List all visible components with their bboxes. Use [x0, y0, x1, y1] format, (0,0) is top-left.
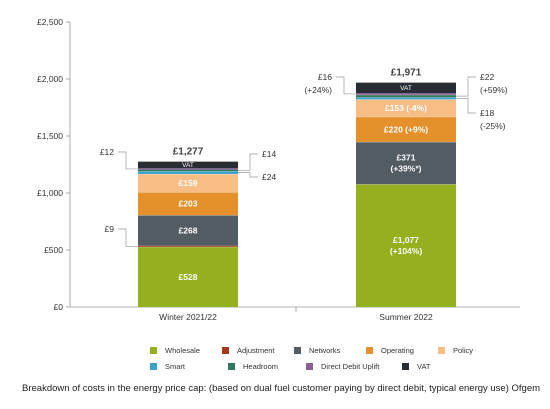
bar-segment-headroom [138, 169, 238, 172]
stacked-bar-chart: £0 £500 £1,000 £1,500 £2,000 £2,500 Winter 202… [37, 17, 520, 322]
legend-item-smart: Smart [150, 362, 228, 371]
callout-label: (+24%) [304, 85, 332, 95]
segment-value-label: (+39%*) [391, 164, 422, 174]
legend-label: Adjustment [237, 345, 275, 355]
bar-segment-wholesale [138, 246, 238, 307]
bar-segment-operating [138, 192, 238, 216]
legend-label: Smart [165, 361, 186, 371]
callout-label: £18 [480, 108, 494, 118]
bar-segment-vat [356, 82, 456, 94]
y-tick-label: £2,000 [37, 74, 63, 84]
callout-connector [456, 98, 476, 114]
legend-swatch [366, 346, 373, 354]
bar-segment-direct-debit-uplift [138, 168, 238, 170]
bar-segment-networks [138, 215, 238, 246]
legend-label: Policy [453, 345, 474, 355]
bar-segment-operating [356, 116, 456, 142]
legend-item-wholesale: Wholesale [150, 346, 222, 355]
legend-swatch [294, 346, 301, 354]
legend-label: Wholesale [165, 345, 201, 355]
legend-item-adjustment: Adjustment [222, 346, 294, 355]
callout-label: £12 [100, 147, 114, 157]
chart-legend: Wholesale Adjustment Networks Operating … [150, 342, 510, 374]
callout-label: £22 [480, 72, 494, 82]
x-tick-label: Summer 2022 [379, 312, 433, 322]
bar-total-label: £1,971 [391, 67, 422, 78]
callout-label: £14 [262, 149, 276, 159]
y-tick-label: £1,500 [37, 131, 63, 141]
bar-segment-adjustment [138, 245, 238, 247]
legend-label: VAT [417, 361, 431, 371]
legend-swatch [222, 346, 229, 354]
bar-segment-wholesale [356, 184, 456, 307]
legend-row-2: Smart Headroom Direct Debit Uplift VAT [150, 358, 510, 374]
segment-value-label: VAT [182, 162, 194, 169]
callout-connector [118, 151, 138, 170]
bar-segment-smart [356, 97, 456, 100]
bar-segment-headroom [356, 94, 456, 98]
legend-swatch [150, 346, 157, 354]
callout-connector [118, 228, 138, 247]
bar-segment-vat [138, 161, 238, 169]
callout-label: £24 [262, 172, 276, 182]
segment-value-label: £203 [179, 199, 198, 209]
legend-item-direct-debit-uplift: Direct Debit Uplift [306, 362, 402, 371]
callout-label: £16 [318, 72, 332, 82]
segment-value-label: £153 (-4%) [385, 103, 427, 113]
legend-item-networks: Networks [294, 346, 366, 355]
bar-segment-policy [356, 99, 456, 117]
legend-label: Direct Debit Uplift [321, 361, 380, 371]
legend-item-policy: Policy [438, 346, 510, 355]
segment-value-label: £528 [179, 272, 198, 282]
legend-swatch [228, 362, 235, 370]
callout-connector [238, 172, 258, 178]
y-tick-label: £500 [44, 245, 63, 255]
bar-segment-smart [138, 171, 238, 174]
figure-caption: Breakdown of costs in the energy price c… [22, 383, 541, 394]
x-tick-label: Winter 2021/22 [159, 312, 217, 322]
segment-value-label: (+104%) [390, 246, 423, 256]
bar-segment-policy [138, 173, 238, 193]
segment-value-label: £159 [179, 178, 198, 188]
legend-swatch [150, 362, 157, 370]
legend-label: Operating [381, 345, 414, 355]
bar-total-label: £1,277 [173, 146, 204, 157]
legend-swatch [438, 346, 445, 354]
legend-label: Headroom [243, 361, 279, 371]
legend-item-vat: VAT [402, 362, 480, 371]
y-tick-label: £0 [54, 302, 64, 312]
segment-value-label: £1,077 [393, 235, 419, 245]
segment-value-label: £371 [397, 153, 416, 163]
callout-connector [456, 76, 476, 97]
segment-value-label: £220 (+9%) [384, 124, 428, 134]
callout-connector [238, 153, 258, 171]
callout-label: (-25%) [480, 121, 506, 131]
legend-item-headroom: Headroom [228, 362, 306, 371]
bar-segment-direct-debit-uplift [356, 93, 456, 95]
legend-row-1: Wholesale Adjustment Networks Operating … [150, 342, 510, 358]
segment-value-label: VAT [400, 85, 412, 92]
bar-segment-networks [356, 141, 456, 185]
callout-label: (+59%) [480, 85, 508, 95]
y-tick-label: £2,500 [37, 17, 63, 27]
legend-swatch [402, 362, 409, 370]
callout-label: £9 [105, 224, 115, 234]
callout-connector [336, 76, 356, 95]
legend-label: Networks [309, 345, 341, 355]
legend-swatch [306, 362, 313, 370]
legend-item-operating: Operating [366, 346, 438, 355]
segment-value-label: £268 [179, 225, 198, 235]
y-tick-label: £1,000 [37, 188, 63, 198]
